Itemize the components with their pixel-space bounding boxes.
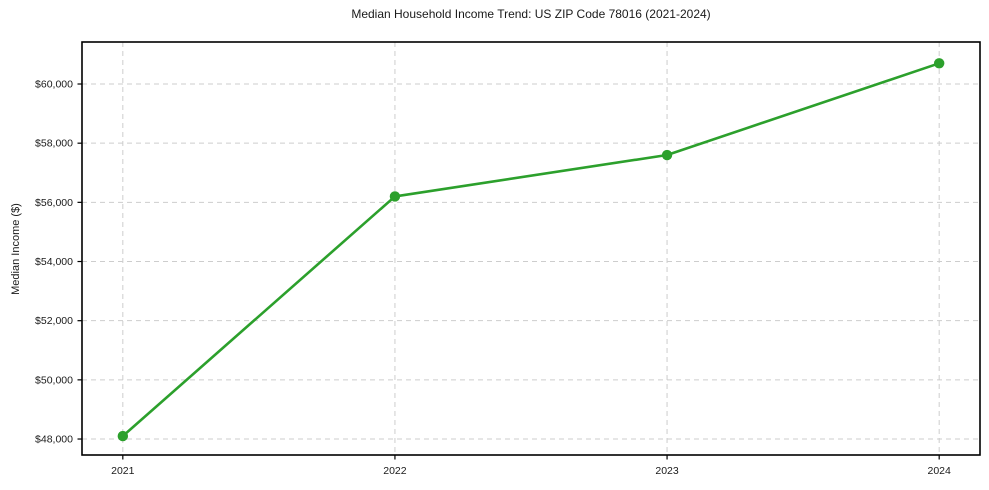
chart-title: Median Household Income Trend: US ZIP Co…	[351, 7, 711, 21]
x-tick-label: 2024	[928, 465, 952, 477]
y-tick-label: $52,000	[35, 315, 73, 327]
data-point-marker	[661, 149, 673, 161]
x-tick-label: 2022	[383, 465, 407, 477]
data-point-marker	[933, 58, 945, 69]
y-tick-label: $50,000	[35, 374, 73, 386]
trend-line	[121, 62, 941, 438]
y-tick-label: $54,000	[35, 256, 73, 268]
plot-border	[81, 41, 981, 456]
y-tick-label: $48,000	[35, 434, 73, 446]
y-tick-label: $60,000	[35, 79, 73, 91]
x-tick-label: 2021	[111, 465, 135, 477]
y-tick-label: $58,000	[35, 138, 73, 150]
x-tick-label: 2023	[655, 465, 679, 477]
y-tick-label: $56,000	[35, 197, 73, 209]
data-point-marker	[389, 191, 401, 202]
data-point-marker	[117, 430, 129, 442]
